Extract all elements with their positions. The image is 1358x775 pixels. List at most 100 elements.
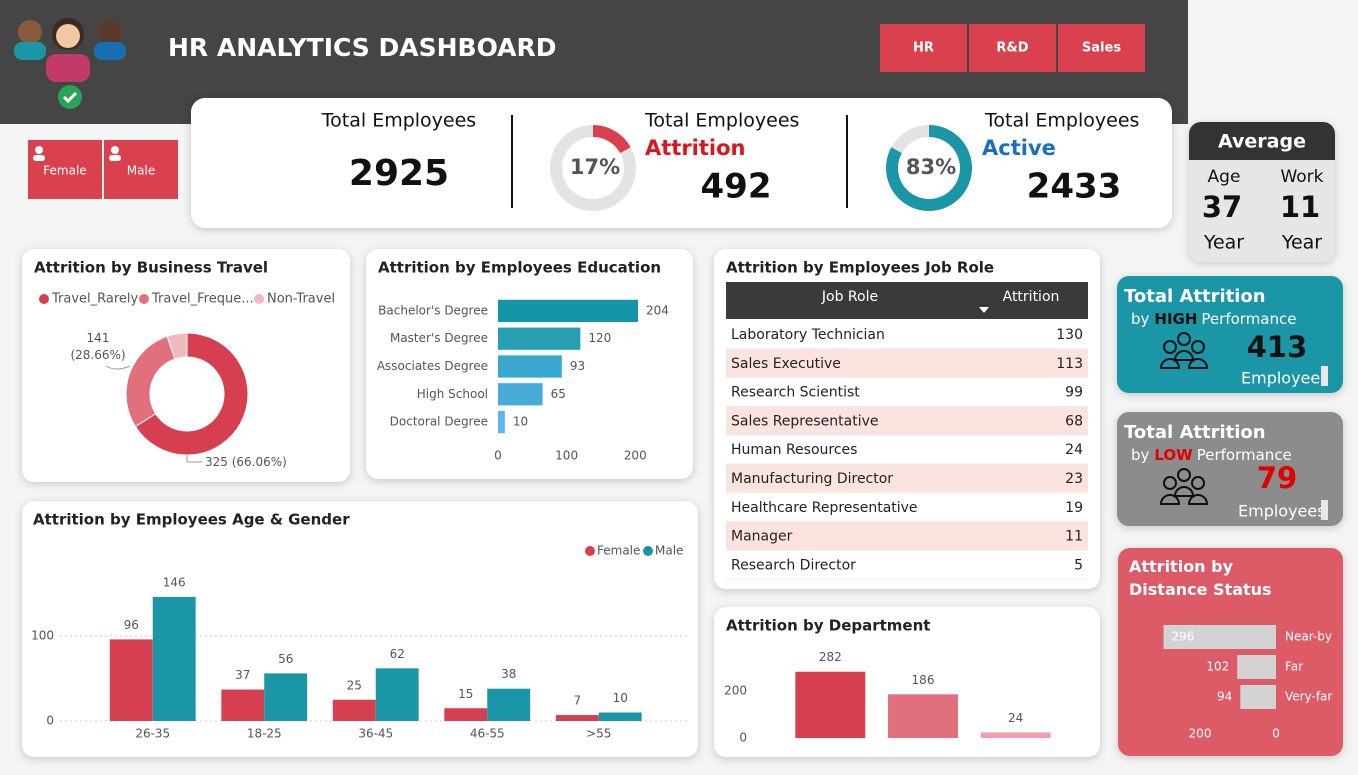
person-body (1173, 486, 1195, 497)
performance-unit: Employees (1238, 502, 1326, 521)
gender-label: Male (127, 164, 155, 178)
legend-marker (254, 294, 264, 304)
bar (498, 299, 638, 323)
y-tick-label: 200 (724, 684, 747, 698)
department-button[interactable] (1058, 24, 1145, 72)
bar (332, 699, 376, 721)
bar (152, 596, 196, 721)
table-cell: Manager (731, 529, 793, 545)
performance-value: 79 (1257, 461, 1297, 495)
person-body (1187, 358, 1209, 369)
bar (375, 668, 419, 721)
data-label: 296 (1172, 630, 1195, 644)
pie-slice (166, 332, 188, 360)
data-label: 96 (124, 618, 139, 632)
table-cell: Research Director (731, 557, 856, 573)
sort-icon (979, 307, 989, 313)
person-icon (109, 155, 121, 161)
header-icon (14, 18, 126, 109)
data-label: 10 (513, 415, 528, 429)
y-tick-label: Near-by (1285, 630, 1332, 644)
legend-label: Travel_Rarely (51, 292, 139, 307)
chart-title: Attrition by Business Travel (34, 259, 268, 277)
legend-label: Travel_Freque... (151, 292, 254, 307)
data-label: 94 (1217, 690, 1232, 704)
data-label: 65 (551, 387, 566, 401)
table-cell: Manufacturing Director (731, 471, 893, 487)
y-tick-label: Very-far (1285, 690, 1332, 704)
person-head (1177, 332, 1191, 346)
person-head (1177, 468, 1191, 482)
performance-level: HIGH (1154, 310, 1197, 328)
performance-card (1117, 276, 1343, 393)
bar (221, 689, 265, 721)
table-cell: 11 (1065, 529, 1083, 545)
legend-marker (585, 546, 595, 556)
chart-title: Attrition by Distance Status (1129, 557, 1272, 599)
legend-label: Female (597, 544, 640, 558)
bar (980, 732, 1051, 738)
table-cell: Research Scientist (731, 385, 860, 401)
data-label: 325 (66.06%) (205, 455, 287, 469)
people-icon (1159, 468, 1209, 505)
data-label: 141 (28.66%) (70, 331, 126, 362)
y-tick-label: Doctoral Degree (390, 415, 488, 429)
x-tick-label: 18-25 (247, 727, 282, 741)
x-tick-label: 26-35 (135, 727, 170, 741)
chart-title: Attrition by Employees Education (378, 259, 661, 277)
average-value: 11 (1280, 190, 1320, 224)
x-tick-label: 36-45 (358, 727, 393, 741)
performance-title: Total Attrition (1124, 422, 1266, 443)
kpi-status: Attrition (645, 136, 746, 160)
kpi-status: Active (982, 136, 1056, 160)
bar (498, 410, 505, 434)
data-label: 38 (501, 667, 516, 681)
performance-value: 413 (1247, 330, 1308, 364)
x-tick-label: 0 (494, 449, 502, 463)
table-cell: Human Resources (731, 442, 857, 458)
department-button[interactable] (880, 24, 967, 72)
performance-subtitle: by HIGH Performance (1131, 310, 1296, 328)
department-label: R&D (996, 41, 1028, 56)
department-label: Sales (1082, 41, 1121, 56)
person-body (1187, 494, 1209, 505)
data-label: 93 (570, 359, 585, 373)
y-tick-label: 0 (739, 731, 747, 745)
person-icon (111, 146, 119, 154)
performance-by: by (1131, 310, 1150, 328)
table-cell: 130 (1056, 327, 1083, 343)
table-cell: Healthcare Representative (731, 500, 918, 516)
distance-card (1118, 548, 1343, 756)
kpi-percent: 83% (906, 155, 956, 179)
data-label: 186 (912, 673, 935, 687)
average-unit: Year (1203, 232, 1244, 254)
leader-line (105, 365, 131, 370)
average-header (1189, 122, 1335, 160)
table-cell: Sales Executive (731, 356, 841, 372)
person-body (1159, 358, 1181, 369)
data-label: 282 (819, 650, 842, 664)
person-icon (35, 146, 43, 154)
data-label: 120 (588, 331, 611, 345)
x-tick-label: 0 (1272, 727, 1280, 741)
person-icon (33, 155, 45, 161)
table-row-band (726, 348, 1088, 378)
table-cell: 113 (1056, 356, 1083, 372)
bar (1240, 685, 1276, 709)
person-head (1191, 476, 1205, 490)
bar (598, 712, 642, 721)
data-label: 62 (390, 647, 405, 661)
card (22, 249, 350, 482)
data-label: 15 (458, 687, 473, 701)
performance-card (1117, 412, 1343, 526)
table-cell: 68 (1065, 413, 1083, 429)
bar (498, 327, 581, 350)
y-tick-label: 100 (31, 629, 54, 643)
bar (498, 383, 543, 406)
scroll-indicator (1321, 500, 1328, 520)
department-button[interactable] (969, 24, 1056, 72)
x-tick-label: 200 (624, 449, 647, 463)
table-cell: Laboratory Technician (731, 327, 885, 343)
table-row-band (726, 464, 1088, 493)
